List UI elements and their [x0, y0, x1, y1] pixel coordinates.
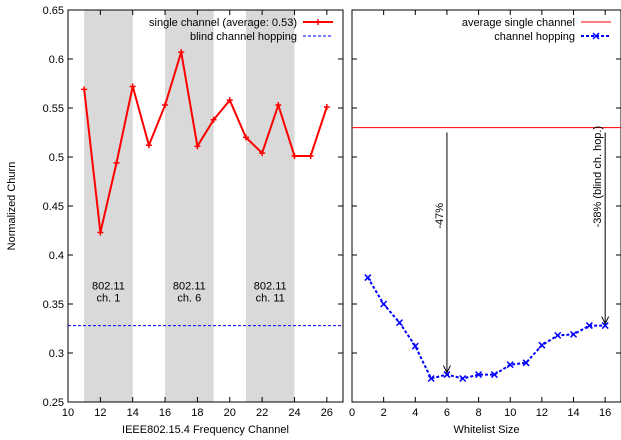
- x-tick-label: 18: [191, 407, 203, 419]
- data-point: [569, 330, 578, 338]
- data-point: [194, 143, 201, 150]
- wifi-band-0: [84, 10, 133, 402]
- data-point: [411, 342, 419, 350]
- band-label-line2: ch. 1: [97, 292, 121, 304]
- y-tick-label: 0.55: [43, 103, 64, 115]
- band-label-line1: 802.11: [254, 280, 287, 292]
- data-point: [162, 102, 169, 109]
- y-tick-label: 0.6: [49, 54, 64, 66]
- legend-marker: [592, 32, 600, 40]
- legend-entry-label: average single channel: [462, 17, 575, 29]
- data-point: [601, 322, 609, 330]
- data-point: [226, 97, 233, 104]
- y-tick-label: 0.45: [43, 201, 64, 213]
- data-point: [443, 371, 451, 379]
- x-tick-label: 12: [94, 407, 106, 419]
- x-tick-label: 16: [599, 407, 611, 419]
- x-tick-label: 14: [567, 407, 579, 419]
- x-tick-label: 22: [256, 407, 268, 419]
- data-point: [242, 134, 249, 141]
- data-point: [81, 86, 88, 93]
- y-tick-label: 0.25: [43, 397, 64, 409]
- data-point: [538, 341, 546, 349]
- data-point: [459, 374, 467, 383]
- x-tick-label: 24: [288, 407, 300, 419]
- band-label-line2: ch. 6: [177, 292, 201, 304]
- data-point: [427, 374, 435, 383]
- legend-entry-label: channel hopping: [494, 31, 575, 43]
- x-axis-label: Whitelist Size: [453, 424, 519, 436]
- x-tick-label: 8: [476, 407, 482, 419]
- y-axis-label: Normalized Churn: [6, 162, 18, 251]
- legend-entry-label: single channel (average: 0.53): [149, 17, 297, 29]
- data-point: [380, 300, 388, 308]
- x-tick-label: 16: [159, 407, 171, 419]
- y-tick-label: 0.35: [43, 299, 64, 311]
- y-tick-label: 0.65: [43, 5, 64, 17]
- data-point: [395, 319, 404, 327]
- data-point: [585, 322, 593, 330]
- x-tick-label: 12: [536, 407, 548, 419]
- annotation-arrow-head: [601, 316, 610, 325]
- data-point: [475, 371, 483, 379]
- data-point: [490, 371, 498, 379]
- data-point: [259, 150, 266, 157]
- annotation-arrow-head: [442, 365, 451, 374]
- x-tick-label: 14: [127, 407, 139, 419]
- data-point: [522, 359, 530, 367]
- x-tick-label: 2: [381, 407, 387, 419]
- data-point: [97, 229, 104, 236]
- y-tick-label: 0.5: [49, 152, 64, 164]
- data-point: [178, 49, 185, 56]
- annotation-label: -38% (blind ch. hop.): [592, 126, 604, 228]
- band-label-line1: 802.11: [173, 280, 206, 292]
- x-tick-label: 0: [349, 407, 355, 419]
- data-point: [275, 102, 282, 109]
- data-point: [323, 104, 330, 111]
- data-point: [129, 83, 136, 90]
- data-point: [145, 142, 152, 149]
- annotation-label: -47%: [434, 203, 446, 229]
- y-tick-label: 0.3: [49, 348, 64, 360]
- data-point: [113, 159, 120, 166]
- x-axis-label: IEEE802.15.4 Frequency Channel: [122, 424, 289, 436]
- legend-marker: [315, 19, 321, 25]
- legend-entry-label: blind channel hopping: [190, 31, 297, 43]
- right-chart-panel: 0 2 4 6 8 10 12 14 16 Whitelist Size -47% -38% (bli…: [349, 9, 621, 436]
- data-point: [554, 331, 562, 339]
- data-point: [364, 274, 372, 282]
- x-tick-label: 6: [444, 407, 450, 419]
- series-line-1: [366, 276, 606, 380]
- data-point: [506, 361, 514, 369]
- data-point: [307, 153, 314, 160]
- data-point: [210, 116, 217, 123]
- wifi-band-2: [245, 10, 295, 402]
- x-tick-label: 10: [62, 407, 74, 419]
- wifi-band-1: [165, 10, 214, 402]
- data-point: [291, 153, 298, 160]
- x-tick-label: 4: [412, 407, 418, 419]
- band-label-line2: ch. 11: [256, 292, 285, 304]
- x-tick-label: 26: [321, 407, 333, 419]
- series-line-0: [83, 51, 328, 233]
- x-tick-label: 10: [504, 407, 516, 419]
- band-label-line1: 802.11: [92, 280, 125, 292]
- y-tick-label: 0.4: [49, 250, 64, 262]
- x-tick-label: 20: [224, 407, 236, 419]
